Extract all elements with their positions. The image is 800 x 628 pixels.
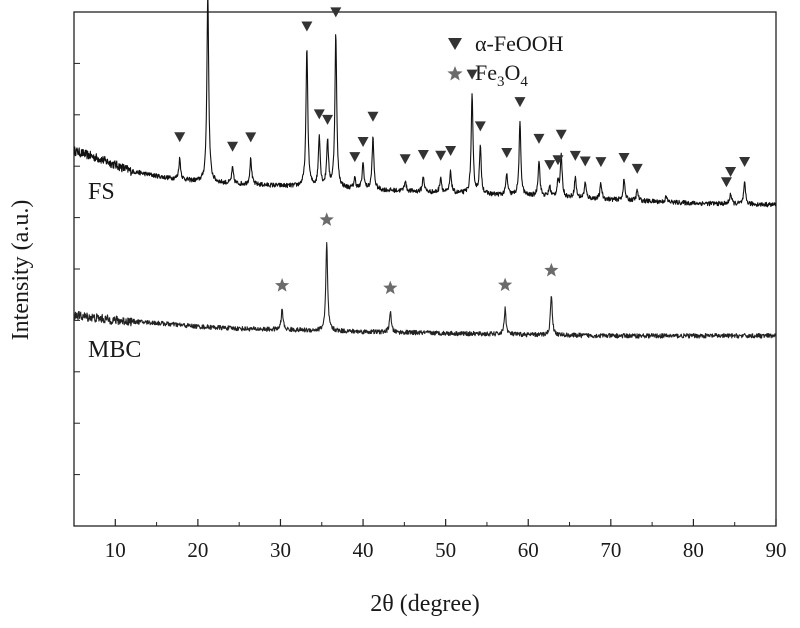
feooh-marker-12 xyxy=(417,149,429,160)
fe3o4-marker-3 xyxy=(497,277,513,292)
feooh-marker-14 xyxy=(445,145,457,156)
feooh-marker-28 xyxy=(720,177,732,188)
x-tick-label-20: 20 xyxy=(187,538,208,562)
legend-fe3o4-sub1: 3 xyxy=(497,74,505,90)
y-axis-title: Intensity (a.u.) xyxy=(8,200,34,341)
fe3o4-marker-0 xyxy=(274,278,290,292)
x-tick-label-40: 40 xyxy=(353,538,374,562)
feooh-marker-4 xyxy=(301,21,313,32)
legend-fe3o4-o: O xyxy=(505,60,521,85)
legend-fe3o4-sub2: 4 xyxy=(520,74,528,90)
plot-frame xyxy=(73,11,777,527)
x-tick-label-90: 90 xyxy=(766,538,787,562)
feooh-marker-23 xyxy=(569,150,581,161)
legend-star-icon xyxy=(447,66,463,81)
x-tick-label-50: 50 xyxy=(435,538,456,562)
x-axis: 10 20 30 40 50 60 70 80 90 xyxy=(73,519,787,562)
feooh-marker-21 xyxy=(552,155,564,166)
feooh-marker-0 xyxy=(174,132,186,143)
feooh-marker-20 xyxy=(544,160,556,171)
series-layer xyxy=(73,0,777,339)
legend: α-FeOOH Fe3O4 xyxy=(447,31,564,90)
x-tick-label-70: 70 xyxy=(600,538,621,562)
feooh-marker-27 xyxy=(631,163,643,174)
feooh-marker-30 xyxy=(739,157,751,168)
feooh-marker-8 xyxy=(349,152,361,163)
feooh-marker-5 xyxy=(313,109,325,120)
feooh-marker-9 xyxy=(357,137,369,148)
feooh-marker-10 xyxy=(367,111,379,122)
feooh-marker-26 xyxy=(618,153,630,164)
x-tick-label-10: 10 xyxy=(105,538,126,562)
feooh-marker-2 xyxy=(227,141,239,152)
fe3o4-marker-2 xyxy=(383,280,398,295)
feooh-marker-19 xyxy=(533,133,545,144)
feooh-marker-22 xyxy=(555,129,567,140)
legend-label-fe3o4: Fe3O4 xyxy=(475,60,528,90)
feooh-marker-18 xyxy=(514,97,526,108)
feooh-marker-15 xyxy=(466,69,478,80)
marker-layer xyxy=(174,7,751,295)
series-label-fs: FS xyxy=(88,179,115,205)
feooh-marker-29 xyxy=(725,167,737,178)
feooh-marker-7 xyxy=(330,7,342,18)
series-fs-line xyxy=(73,0,777,208)
x-tick-label-30: 30 xyxy=(270,538,291,562)
series-mbc-line xyxy=(73,241,777,339)
feooh-marker-6 xyxy=(322,114,334,125)
fe3o4-marker-1 xyxy=(319,212,334,226)
y-axis xyxy=(74,11,80,527)
feooh-marker-25 xyxy=(595,157,607,168)
feooh-marker-24 xyxy=(579,156,591,167)
x-tick-label-80: 80 xyxy=(683,538,704,562)
feooh-marker-16 xyxy=(474,121,486,132)
feooh-marker-13 xyxy=(435,150,447,161)
legend-fe3o4-fe: Fe xyxy=(475,60,497,85)
feooh-marker-3 xyxy=(245,132,257,143)
fe3o4-marker-4 xyxy=(544,262,559,277)
legend-label-feooh: α-FeOOH xyxy=(475,31,564,56)
legend-triangle-icon xyxy=(448,38,462,50)
x-tick-label-60: 60 xyxy=(518,538,539,562)
feooh-marker-11 xyxy=(399,154,411,165)
x-axis-title: 2θ (degree) xyxy=(370,591,479,617)
feooh-marker-17 xyxy=(501,148,513,159)
series-label-mbc: MBC xyxy=(88,337,141,363)
